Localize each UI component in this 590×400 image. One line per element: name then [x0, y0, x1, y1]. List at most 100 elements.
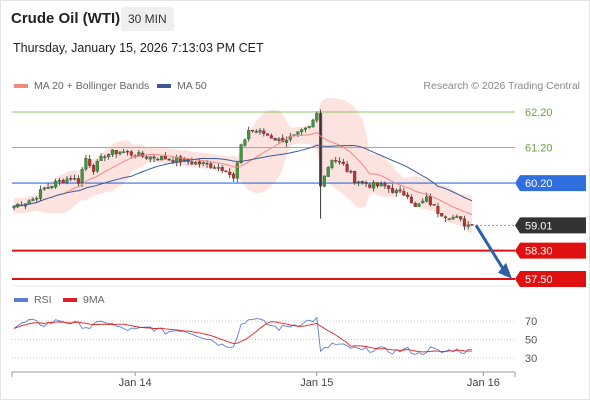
legend-ma50: MA 50 — [157, 80, 207, 92]
forecast-arrow-shaft — [474, 224, 505, 270]
candle-body — [167, 158, 171, 161]
legend-rsi: RSI — [14, 294, 52, 306]
candle-body — [156, 158, 160, 161]
legend-ma20-label: MA 20 + Bollinger Bands — [34, 80, 150, 92]
candle-body — [228, 171, 232, 175]
level-label-58.30: 58.30 — [525, 246, 553, 258]
candle-body — [447, 218, 451, 220]
candle-body — [80, 169, 84, 183]
candle-body — [402, 191, 406, 196]
candle-body — [57, 180, 61, 182]
rsi-9ma-line — [13, 321, 472, 353]
candle-body — [406, 194, 410, 197]
candle-body — [432, 204, 436, 206]
candle-body — [69, 178, 73, 180]
candle-body — [345, 164, 349, 172]
candle-body — [46, 187, 50, 189]
instrument-title: Crude Oil (WTI) — [11, 10, 121, 27]
level-label-59.01: 59.01 — [525, 220, 553, 232]
candle-body — [356, 181, 360, 183]
candle-body — [417, 203, 421, 207]
candle-body — [296, 131, 300, 135]
candle-body — [163, 155, 167, 160]
candle-body — [466, 224, 470, 227]
candle-body — [84, 158, 88, 170]
candle-body — [303, 127, 308, 130]
candle-body — [300, 129, 304, 133]
candle-body — [65, 178, 69, 183]
candle-body — [216, 167, 220, 169]
candle-body — [201, 162, 205, 164]
candle-body — [258, 130, 262, 133]
candle-body — [330, 159, 334, 168]
candle-body — [129, 151, 133, 156]
ma50-swatch — [157, 84, 171, 88]
level-tag-60.20 — [515, 175, 586, 192]
candle-body — [409, 196, 413, 204]
candle-body — [470, 224, 474, 226]
candle-body — [372, 181, 376, 189]
candle-body — [31, 198, 35, 202]
candle-body — [326, 167, 330, 177]
level-tag-58.30 — [515, 242, 586, 259]
candle-body — [91, 165, 96, 172]
candle-body — [364, 182, 368, 185]
candle-body — [413, 202, 417, 207]
rsi-tick-70: 70 — [525, 316, 537, 328]
candle-body — [262, 130, 266, 134]
candle-body — [254, 131, 258, 133]
level-label-57.50: 57.50 — [525, 274, 553, 286]
candle-body — [247, 130, 251, 140]
candle-body — [103, 156, 107, 158]
candle-body — [171, 160, 175, 163]
timeframe-badge[interactable]: 30 MIN — [121, 7, 174, 31]
candle-body — [50, 186, 54, 189]
candle-body — [194, 162, 198, 165]
candle-body — [239, 144, 243, 164]
research-credit: Research © 2026 Trading Central — [423, 80, 580, 92]
candle-body — [110, 149, 114, 155]
legend-9ma: 9MA — [63, 294, 105, 306]
candle-body — [231, 173, 236, 179]
candle-body — [353, 171, 357, 183]
candle-body — [107, 153, 111, 157]
candle-body — [144, 156, 149, 159]
candle-body — [334, 160, 338, 162]
candle-body — [421, 200, 425, 204]
candle-body — [250, 129, 255, 132]
candle-body — [428, 196, 432, 206]
candle-body — [126, 151, 130, 153]
candle-body — [451, 217, 455, 220]
rsi-swatch — [14, 298, 28, 302]
level-label-62.20: 62.20 — [525, 107, 553, 119]
level-label-61.20: 61.20 — [525, 143, 553, 155]
x-tick-label: Jan 16 — [467, 377, 500, 389]
candle-body — [38, 189, 43, 199]
candle-body — [114, 150, 118, 155]
candle-body — [243, 139, 247, 146]
ma50-line — [13, 144, 473, 207]
candle-body — [266, 133, 270, 136]
candle-body — [462, 218, 466, 227]
candle-body — [277, 138, 281, 141]
candle-body — [12, 206, 16, 209]
candle-body — [379, 183, 383, 187]
legend-9ma-label: 9MA — [83, 294, 105, 306]
candle-body — [383, 183, 387, 187]
candle-body — [269, 135, 273, 139]
candle-body — [148, 156, 152, 160]
legend-ma20: MA 20 + Bollinger Bands — [14, 80, 149, 92]
candle-body — [152, 156, 156, 159]
candle-body — [315, 113, 319, 121]
candle-body — [440, 213, 444, 217]
candle-body — [425, 196, 429, 202]
candle-body — [178, 156, 183, 163]
candle-body — [387, 185, 391, 189]
x-tick-label: Jan 15 — [300, 377, 333, 389]
candle-body — [213, 167, 217, 169]
candle-body — [42, 187, 46, 190]
rsi-tick-30: 30 — [525, 353, 537, 365]
ma20-swatch — [14, 84, 28, 88]
candle-body — [443, 216, 448, 218]
